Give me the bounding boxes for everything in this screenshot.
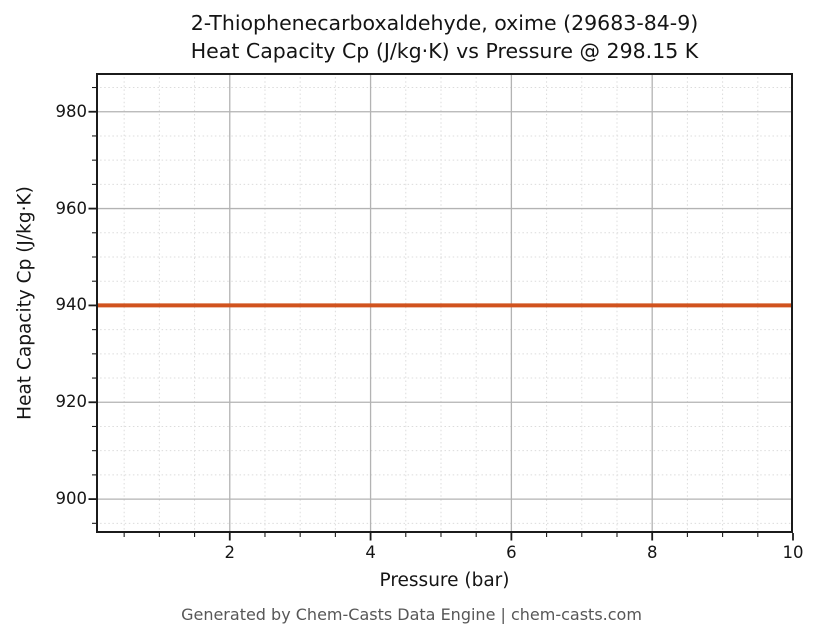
x-tick-label: 8 bbox=[646, 543, 658, 562]
plot-canvas bbox=[88, 73, 794, 541]
x-tick-label: 10 bbox=[782, 543, 804, 562]
x-tick-label: 2 bbox=[224, 543, 236, 562]
x-tick-label: 4 bbox=[365, 543, 376, 562]
y-tick-label: 920 bbox=[55, 392, 88, 412]
y-tick-label: 980 bbox=[55, 101, 88, 121]
y-tick-label: 960 bbox=[55, 198, 88, 218]
plot-area bbox=[88, 73, 794, 541]
y-tick-label: 900 bbox=[55, 489, 88, 509]
chart-title-line1: 2-Thiophenecarboxaldehyde, oxime (29683-… bbox=[190, 11, 699, 35]
y-tick-label: 940 bbox=[55, 295, 88, 315]
axes-spines bbox=[96, 73, 793, 533]
x-axis-label: Pressure (bar) bbox=[379, 570, 510, 591]
y-axis-label: Heat Capacity Cp (J/kg·K) bbox=[14, 186, 36, 420]
chart-title-line2: Heat Capacity Cp (J/kg·K) vs Pressure @ … bbox=[190, 39, 699, 63]
chart-title: 2-Thiophenecarboxaldehyde, oxime (29683-… bbox=[96, 9, 793, 65]
x-tick-label: 6 bbox=[506, 543, 517, 562]
footer-credit: Generated by Chem-Casts Data Engine | ch… bbox=[181, 605, 642, 624]
